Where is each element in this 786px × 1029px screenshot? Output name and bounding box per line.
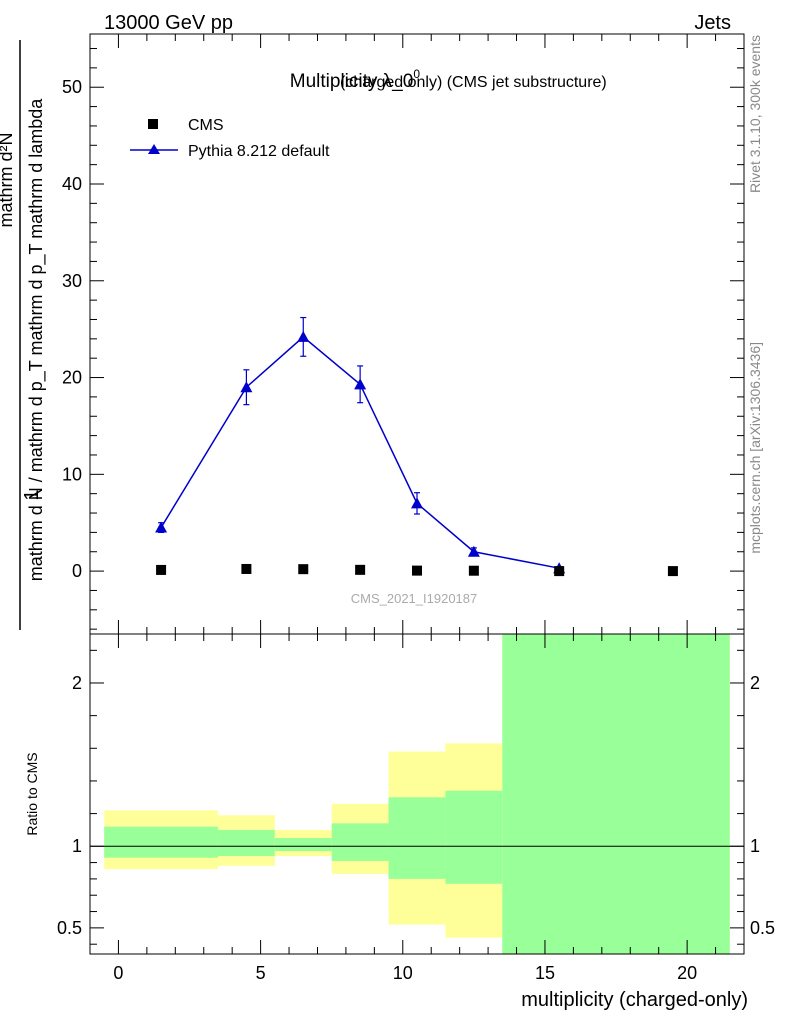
y-tick-label: 30	[62, 271, 82, 291]
cms-point	[554, 566, 565, 577]
header-right: Jets	[694, 12, 731, 34]
ratio-band-green-3	[331, 823, 389, 861]
pythia-point	[411, 497, 423, 509]
pythia-point	[155, 521, 168, 533]
xlabel: multiplicity (charged-only)	[521, 989, 748, 1011]
main-ylabel: 1 mathrm d N / mathrm d p_T mathrm d p_T…	[0, 40, 47, 630]
side-text-top: Rivet 3.1.10, 300k events	[747, 35, 763, 193]
ylabel-numerator: 1	[21, 489, 43, 500]
header-left: 13000 GeV pp	[104, 12, 233, 34]
y-tick-label: 40	[62, 174, 82, 194]
ratio-y-tick-label: 0.5	[57, 918, 82, 938]
ratio-band-green-6	[502, 634, 730, 954]
x-tick-label: 15	[535, 963, 555, 983]
legend-cms-label: CMS	[188, 117, 224, 134]
cms-point	[298, 564, 309, 575]
ratio-panel: 0 5 10 15 20 0.5 0.5 1 1 2 2	[57, 633, 775, 983]
ratio-ylabel: Ratio to CMS	[24, 752, 40, 835]
legend-cms-marker	[148, 119, 158, 129]
ratio-band-green-5	[445, 790, 503, 884]
ratio-y-tick-label-right: 1	[750, 836, 760, 856]
y-tick-label: 50	[62, 77, 82, 97]
x-tick-label: 5	[256, 963, 266, 983]
x-tick-label: 20	[677, 963, 697, 983]
ratio-y-tick-label: 2	[72, 673, 82, 693]
cms-point	[156, 564, 167, 575]
pythia-point	[467, 545, 480, 557]
legend-pythia-label: Pythia 8.212 default	[188, 143, 330, 160]
title-sup: 0	[413, 67, 420, 81]
ylabel-top: mathrm d²N	[0, 132, 16, 227]
ratio-band-green-2	[274, 838, 332, 852]
cms-point	[412, 565, 422, 576]
title-suffix: (charged only) (CMS jet substructure)	[340, 74, 607, 91]
ratio-band-green-4	[388, 797, 446, 879]
pythia-point	[297, 330, 310, 342]
pythia-point	[354, 378, 367, 390]
main-panel: 0 10 20 30 40 50	[62, 33, 745, 635]
ratio-band-green-0	[104, 826, 218, 858]
cms-point	[468, 565, 479, 576]
ratio-y-tick-label-right: 0.5	[750, 918, 775, 938]
ratio-y-tick-label-right: 2	[750, 673, 760, 693]
legend-pythia-marker	[148, 144, 160, 154]
x-tick-label: 10	[393, 963, 413, 983]
y-tick-label: 10	[62, 464, 82, 484]
side-text-bottom: mcplots.cern.ch [arXiv:1306.3436]	[747, 342, 763, 554]
cms-point	[355, 564, 366, 575]
title-main: Multiplicity λ_0	[290, 71, 414, 92]
y-tick-label: 20	[62, 368, 82, 388]
x-tick-label: 0	[113, 963, 123, 983]
ylabel-denominator: mathrm d N / mathrm d p_T mathrm d p_T m…	[26, 98, 47, 581]
ratio-frame	[89, 633, 745, 955]
cms-point	[241, 563, 252, 574]
pythia-point	[240, 381, 253, 393]
main-title: Multiplicity λ_00	[290, 67, 421, 92]
ratio-bands	[104, 634, 730, 954]
ratio-band-green-1	[217, 829, 275, 857]
ratio-y-tick-label: 1	[72, 836, 82, 856]
y-tick-label: 0	[72, 561, 82, 581]
cms-point	[667, 566, 678, 577]
analysis-label: CMS_2021_I1920187	[351, 591, 478, 606]
